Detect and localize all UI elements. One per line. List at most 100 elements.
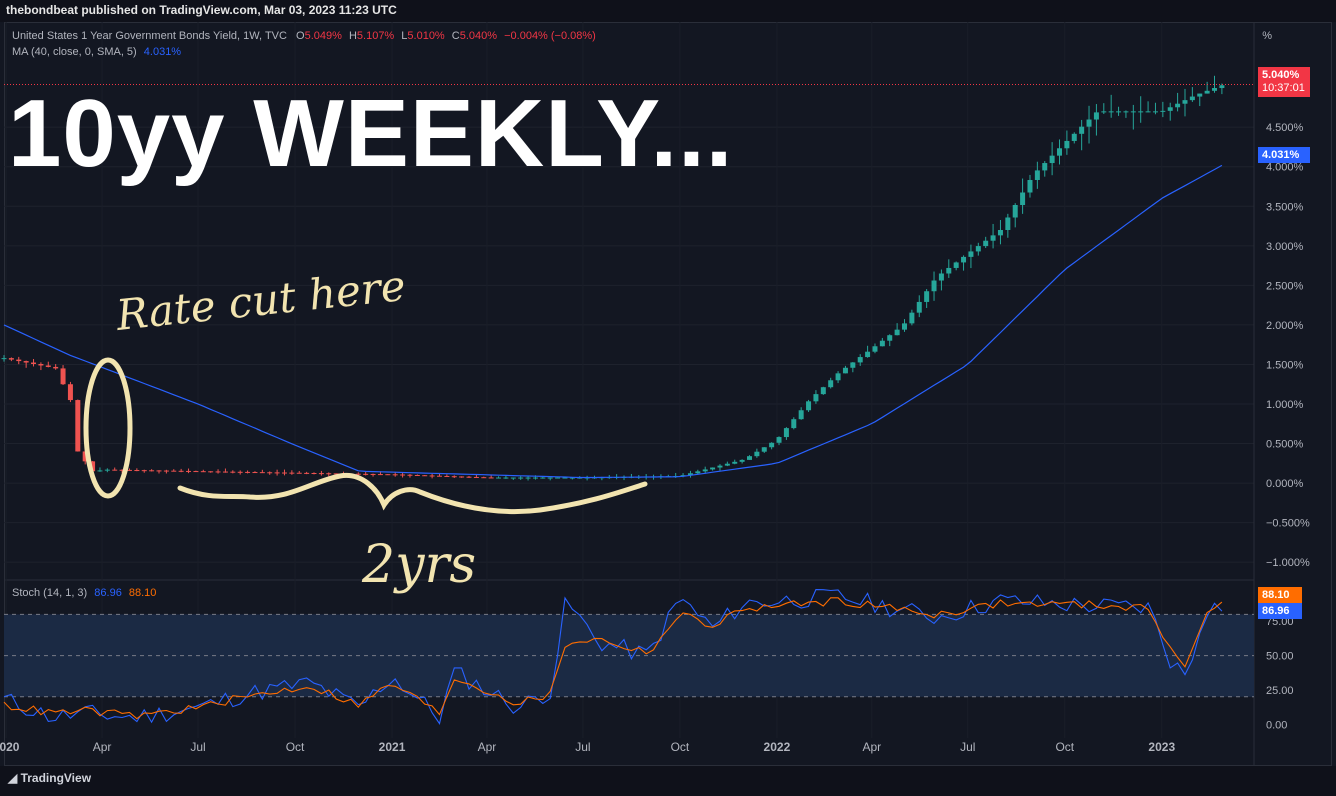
candle-body bbox=[798, 410, 804, 420]
stoch-series-d bbox=[3, 597, 1223, 720]
candle-body bbox=[739, 459, 745, 462]
candle-body bbox=[518, 477, 524, 479]
high-value: 5.107% bbox=[356, 30, 395, 42]
candle-body bbox=[1086, 119, 1092, 127]
candle-body bbox=[1079, 126, 1085, 134]
chart-frame bbox=[4, 22, 1332, 766]
candle-body bbox=[717, 465, 723, 468]
footer-bar: ◢ TradingView bbox=[0, 766, 1336, 796]
time-tick-label: Jul bbox=[190, 740, 205, 754]
stoch-label: Stoch (14, 1, 3) bbox=[12, 587, 88, 599]
stoch-legend[interactable]: Stoch (14, 1, 3) 86.96 88.10 bbox=[12, 587, 156, 599]
candle-body bbox=[879, 340, 885, 347]
candle-body bbox=[119, 469, 125, 471]
candle-body bbox=[555, 477, 561, 479]
candle-body bbox=[931, 280, 937, 292]
time-tick-label: 2023 bbox=[1148, 740, 1175, 754]
change-value: −0.004% (−0.08%) bbox=[504, 30, 596, 42]
stoch-lines bbox=[3, 589, 1223, 725]
time-tick-label: Apr bbox=[93, 740, 112, 754]
tv-icon: ◢ bbox=[8, 771, 21, 785]
price-tick-label: 0.500% bbox=[1266, 439, 1304, 451]
candle-body bbox=[746, 456, 752, 460]
candle-body bbox=[392, 474, 398, 476]
stoch-d-badge[interactable]: 88.10 bbox=[1258, 587, 1302, 603]
candle-body bbox=[761, 447, 767, 452]
price-tick-label: 1.000% bbox=[1266, 399, 1304, 411]
candle-body bbox=[429, 475, 435, 477]
low-label: L bbox=[401, 30, 408, 42]
candle-body bbox=[1005, 217, 1011, 230]
candle-body bbox=[222, 471, 228, 473]
time-tick-label: Oct bbox=[1055, 740, 1074, 754]
stoch-d-value: 88.10 bbox=[128, 587, 157, 599]
time-tick-label: Oct bbox=[671, 740, 690, 754]
ma-line bbox=[3, 164, 1223, 479]
time-tick-label: Oct bbox=[286, 740, 305, 754]
symbol-legend[interactable]: United States 1 Year Government Bonds Yi… bbox=[12, 30, 596, 42]
candle-body bbox=[872, 346, 878, 352]
ma-legend[interactable]: MA (40, close, 0, SMA, 5) 4.031% bbox=[12, 46, 181, 58]
time-tick-label: 2020 bbox=[0, 740, 20, 754]
candle-body bbox=[953, 262, 959, 268]
candle-body bbox=[1160, 110, 1166, 112]
candle-body bbox=[525, 477, 531, 479]
candle-body bbox=[1130, 111, 1136, 113]
candle-body bbox=[865, 351, 871, 358]
last-price-badge[interactable]: 5.040% 10:37:01 bbox=[1258, 67, 1310, 97]
candle-body bbox=[274, 472, 280, 474]
candle-body bbox=[1057, 148, 1063, 156]
candle-body bbox=[451, 476, 457, 478]
candle-body bbox=[820, 387, 826, 395]
candle-body bbox=[1116, 111, 1122, 113]
annotation-two-years: 2yrs bbox=[361, 535, 476, 595]
stoch-tick-label: 75.00 bbox=[1266, 616, 1294, 628]
candle-body bbox=[289, 472, 295, 474]
candle-body bbox=[990, 235, 996, 241]
candle-body bbox=[710, 467, 716, 470]
publish-bar: thebondbeat published on TradingView.com… bbox=[0, 0, 1336, 22]
time-tick-label: Jul bbox=[960, 740, 975, 754]
candle-body bbox=[208, 471, 214, 473]
candle-body bbox=[237, 471, 243, 473]
price-tick-label: 3.500% bbox=[1266, 201, 1304, 213]
candle-body bbox=[473, 476, 479, 478]
candle-body bbox=[304, 472, 310, 474]
candle-body bbox=[370, 473, 376, 475]
candle-body bbox=[1204, 90, 1210, 94]
candle-body bbox=[1138, 111, 1144, 113]
candle-body bbox=[377, 474, 383, 476]
candle-body bbox=[163, 470, 169, 472]
candle-body bbox=[267, 472, 273, 474]
candle-body bbox=[857, 357, 863, 363]
candle-body bbox=[1182, 100, 1188, 104]
candle-body bbox=[459, 476, 465, 478]
candle-body bbox=[141, 470, 147, 472]
price-axis: 4.500% 4.000% 3.500% 3.000% 2.500% 2.000% 1.50… bbox=[1266, 122, 1310, 569]
stoch-k-badge[interactable]: 86.96 bbox=[1258, 603, 1302, 619]
time-tick-label: Jul bbox=[575, 740, 590, 754]
price-tick-label: 3.000% bbox=[1266, 241, 1304, 253]
tradingview-logo[interactable]: ◢ TradingView bbox=[8, 771, 91, 785]
candle-body bbox=[806, 401, 812, 411]
candle-body bbox=[1042, 163, 1048, 171]
candle-body bbox=[97, 470, 103, 472]
candle-body bbox=[1123, 111, 1129, 113]
candle-body bbox=[1167, 107, 1173, 111]
candle-body bbox=[813, 394, 819, 402]
price-unit: % bbox=[1262, 30, 1272, 42]
open-label: O bbox=[296, 30, 305, 42]
time-tick-label: 2021 bbox=[379, 740, 406, 754]
symbol-name: United States 1 Year Government Bonds Yi… bbox=[12, 30, 287, 42]
candle-body bbox=[724, 463, 730, 466]
candle-body bbox=[90, 461, 96, 472]
candle-body bbox=[894, 329, 900, 336]
candle-body bbox=[193, 471, 199, 473]
candle-body bbox=[1101, 111, 1107, 113]
candle-body bbox=[31, 362, 37, 365]
ma-badge[interactable]: 4.031% bbox=[1258, 147, 1310, 163]
candle-body bbox=[540, 477, 546, 479]
stoch-axis: 75.00 50.00 25.00 0.00 bbox=[1266, 616, 1294, 731]
candle-body bbox=[1175, 103, 1181, 108]
